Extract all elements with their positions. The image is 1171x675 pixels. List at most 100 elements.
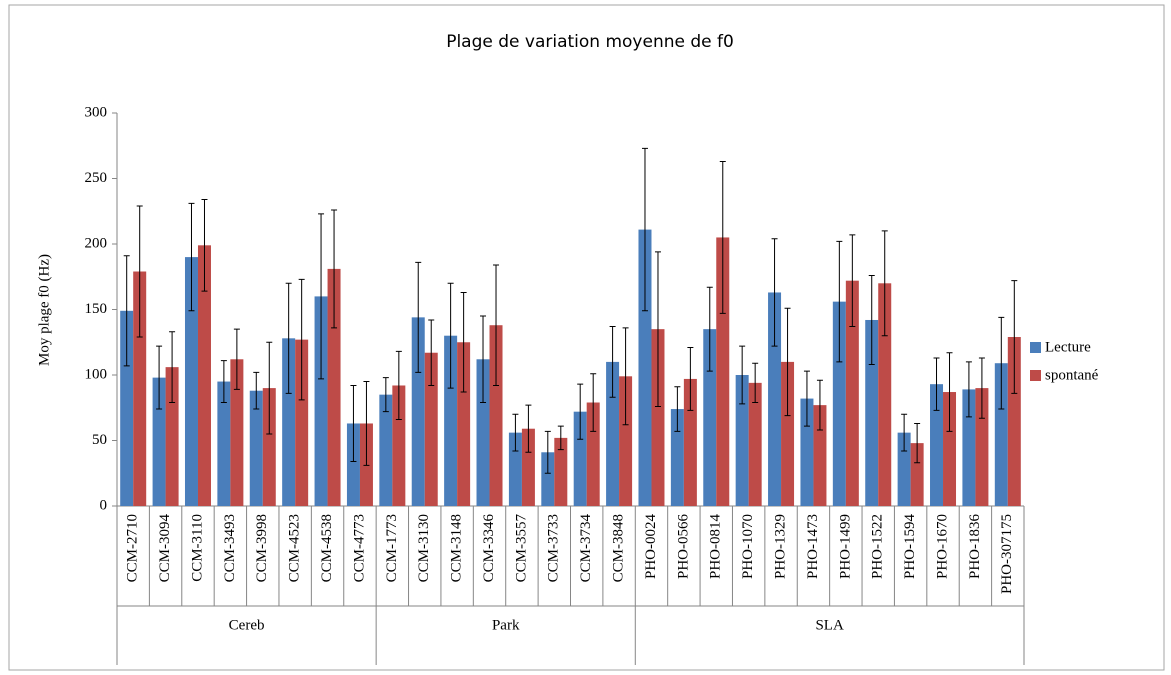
bar bbox=[444, 335, 458, 506]
error-bar bbox=[946, 352, 953, 432]
x-tick-label: CCM-3130 bbox=[416, 514, 432, 582]
error-bar bbox=[169, 331, 176, 404]
bar bbox=[606, 361, 620, 506]
group-label: SLA bbox=[815, 617, 844, 633]
error-bar bbox=[447, 282, 454, 389]
x-tick-label: CCM-1773 bbox=[384, 514, 400, 582]
y-tick-label: 150 bbox=[85, 301, 108, 317]
group-label: Park bbox=[492, 617, 520, 633]
error-bar bbox=[123, 255, 130, 367]
bar bbox=[962, 389, 976, 506]
error-bar bbox=[771, 238, 778, 347]
error-bar bbox=[220, 360, 227, 404]
chart-title: Plage de variation moyenne de f0 bbox=[446, 32, 734, 52]
bar bbox=[716, 237, 730, 506]
x-tick-label: CCM-3848 bbox=[611, 514, 627, 582]
x-tick-label: PHO-1522 bbox=[870, 514, 886, 579]
bar bbox=[424, 352, 438, 506]
x-tick-label: CCM-4523 bbox=[287, 514, 303, 582]
bar bbox=[262, 388, 276, 506]
x-tick-label: CCM-3998 bbox=[254, 514, 270, 582]
bar bbox=[184, 257, 198, 506]
bar bbox=[120, 310, 134, 506]
error-bar bbox=[687, 346, 694, 411]
bar bbox=[865, 319, 879, 506]
bar bbox=[1007, 337, 1021, 506]
error-bar bbox=[557, 425, 564, 451]
error-bar bbox=[350, 384, 357, 462]
bar bbox=[586, 402, 600, 506]
y-tick-label: 100 bbox=[85, 366, 108, 382]
legend-label: spontané bbox=[1045, 367, 1099, 383]
bar bbox=[781, 361, 795, 506]
error-bar bbox=[363, 381, 370, 466]
bar bbox=[392, 385, 406, 506]
bar bbox=[845, 280, 859, 506]
legend-swatch bbox=[1030, 370, 1041, 381]
bar bbox=[379, 394, 393, 506]
error-bar bbox=[233, 328, 240, 390]
error-bar bbox=[803, 370, 810, 427]
error-bar bbox=[544, 430, 551, 474]
bar bbox=[508, 432, 522, 506]
x-tick-label: PHO-0566 bbox=[675, 514, 691, 580]
legend-label: Lecture bbox=[1045, 339, 1091, 355]
x-tick-label: CCM-4773 bbox=[351, 514, 367, 582]
bar bbox=[994, 363, 1008, 506]
x-tick-label: CCM-4538 bbox=[319, 514, 335, 582]
y-tick-label: 50 bbox=[92, 432, 107, 448]
bar bbox=[619, 376, 633, 506]
error-bar bbox=[480, 315, 487, 404]
error-bar bbox=[395, 350, 402, 421]
x-tick-label: CCM-3557 bbox=[513, 514, 529, 583]
bar bbox=[411, 317, 425, 506]
bar bbox=[897, 432, 911, 506]
x-tick-label: CCM-3346 bbox=[481, 514, 497, 583]
bar bbox=[217, 381, 231, 506]
bar bbox=[282, 338, 296, 506]
error-bar bbox=[609, 326, 616, 398]
error-bar bbox=[978, 357, 985, 419]
x-tick-label: PHO-1070 bbox=[740, 514, 756, 579]
error-bar bbox=[285, 282, 292, 394]
error-bar bbox=[622, 327, 629, 426]
x-tick-label: PHO-1473 bbox=[805, 514, 821, 579]
bar bbox=[651, 329, 665, 506]
x-tick-label: PHO-1594 bbox=[902, 514, 918, 580]
x-tick-label: PHO-0024 bbox=[643, 514, 659, 580]
bar bbox=[521, 428, 535, 506]
bar bbox=[943, 392, 957, 506]
x-tick-label: PHO-1670 bbox=[934, 514, 950, 579]
y-axis-label: Moy plage f0 (Hz) bbox=[36, 254, 52, 366]
x-tick-label: CCM-3734 bbox=[578, 514, 594, 583]
bar bbox=[670, 409, 684, 506]
legend-swatch bbox=[1030, 342, 1041, 353]
bar bbox=[314, 296, 328, 506]
bar bbox=[152, 377, 166, 506]
error-bar bbox=[156, 345, 163, 410]
error-bar bbox=[493, 264, 500, 386]
error-bar bbox=[188, 202, 195, 312]
error-bar bbox=[674, 386, 681, 432]
bar bbox=[910, 443, 924, 506]
error-bar bbox=[654, 251, 661, 407]
x-tick-label: CCM-3733 bbox=[546, 514, 562, 582]
bar bbox=[735, 375, 749, 506]
y-tick-label: 300 bbox=[85, 104, 108, 120]
error-bar bbox=[382, 377, 389, 413]
error-bar bbox=[998, 316, 1005, 410]
error-bar bbox=[136, 205, 143, 338]
error-bar bbox=[331, 209, 338, 329]
bar bbox=[346, 423, 360, 506]
error-bar bbox=[784, 307, 791, 417]
bar bbox=[249, 390, 263, 506]
error-bar bbox=[266, 341, 273, 435]
x-tick-label: CCM-3110 bbox=[189, 514, 205, 582]
bar bbox=[327, 268, 341, 506]
error-bar bbox=[512, 413, 519, 452]
error-bar bbox=[816, 379, 823, 431]
bar bbox=[768, 292, 782, 506]
error-bar bbox=[641, 147, 648, 312]
error-bar bbox=[525, 404, 532, 453]
